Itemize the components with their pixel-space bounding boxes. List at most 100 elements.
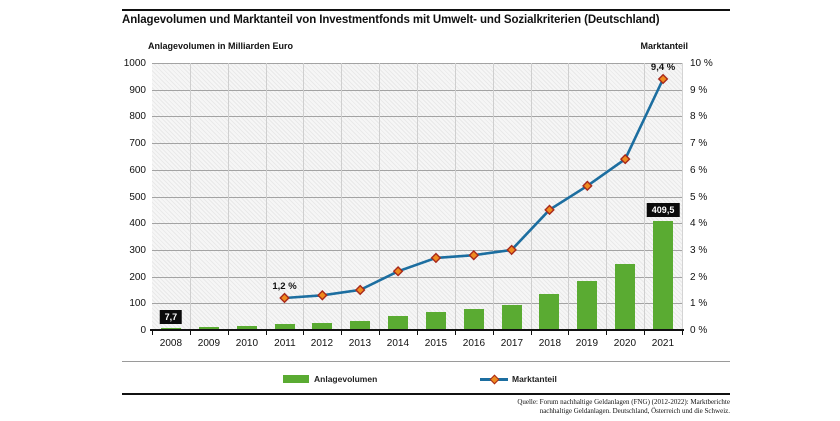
diamond-marker <box>506 244 517 256</box>
bar-2014 <box>388 316 408 330</box>
x-label-2018: 2018 <box>538 338 562 349</box>
x-axis-tick <box>190 331 191 335</box>
right-axis-label-0: 0 % <box>690 325 708 336</box>
bar-2012 <box>312 322 332 330</box>
x-axis-tick <box>152 331 153 335</box>
diamond-marker <box>430 252 442 264</box>
gridline-vertical <box>379 63 380 330</box>
annotation-2021-line: 9,4 % <box>650 62 676 73</box>
right-axis-label-2: 2 % <box>690 272 708 283</box>
x-label-2017: 2017 <box>500 338 524 349</box>
left-axis-label-200: 200 <box>129 272 146 283</box>
x-label-2019: 2019 <box>575 338 599 349</box>
x-label-2014: 2014 <box>386 338 410 349</box>
bar-2016 <box>464 308 484 330</box>
x-label-2021: 2021 <box>651 338 675 349</box>
bar-swatch-icon <box>283 375 309 383</box>
x-axis-tick <box>682 331 683 335</box>
x-axis-tick <box>341 331 342 335</box>
diamond-marker <box>317 290 328 301</box>
x-label-2015: 2015 <box>424 338 448 349</box>
x-axis-tick <box>455 331 456 335</box>
plot-area: 7,7 1,2 % 9,4 % 409,5 <box>152 62 683 330</box>
gridline-vertical <box>303 63 304 330</box>
source-line-1: Quelle: Forum nachhaltige Geldanlagen (F… <box>517 398 730 406</box>
right-axis-label-10: 10 % <box>690 58 713 69</box>
diamond-marker <box>657 73 669 85</box>
left-axis-label-500: 500 <box>129 192 146 203</box>
right-axis-title: Marktanteil <box>640 41 688 51</box>
source-credit: Quelle: Forum nachhaltige Geldanlagen (F… <box>517 398 730 416</box>
legend-item-anlagevolumen: Anlagevolumen <box>283 373 377 385</box>
left-axis-label-900: 900 <box>129 85 146 96</box>
left-axis-label-800: 800 <box>129 111 146 122</box>
gridline-vertical <box>341 63 342 330</box>
x-label-2011: 2011 <box>274 338 296 349</box>
marktanteil-line-layer <box>279 73 669 304</box>
annotation-2008-bar: 7,7 <box>159 310 183 324</box>
gridline-vertical <box>493 63 494 330</box>
bar-2019 <box>577 281 597 330</box>
x-axis-tick <box>644 331 645 335</box>
x-label-2009: 2009 <box>197 338 221 349</box>
annotation-2021-bar: 409,5 <box>646 203 680 217</box>
diamond-marker <box>279 292 290 304</box>
gridline-vertical <box>455 63 456 330</box>
legend-item-marktanteil: Marktanteil <box>480 373 557 385</box>
gridline-vertical <box>644 63 645 330</box>
bar-2018 <box>539 294 559 330</box>
bar-2013 <box>350 321 370 330</box>
x-axis-tick <box>266 331 267 335</box>
left-axis-label-1000: 1000 <box>123 58 146 69</box>
legend-top-divider <box>122 361 730 362</box>
top-divider <box>122 9 730 11</box>
x-axis-line <box>150 329 684 331</box>
x-label-2010: 2010 <box>235 338 259 349</box>
left-axis-label-600: 600 <box>129 165 146 176</box>
gridline-vertical <box>228 63 229 330</box>
x-label-2012: 2012 <box>310 338 334 349</box>
x-axis-tick <box>606 331 607 335</box>
bar-2015 <box>426 311 446 330</box>
left-axis-label-400: 400 <box>129 218 146 229</box>
gridline-vertical <box>531 63 532 330</box>
source-line-2: nachhaltige Geldanlagen. Deutschland, Ös… <box>539 407 730 415</box>
legend-label: Anlagevolumen <box>314 374 378 384</box>
marktanteil-line <box>284 78 665 300</box>
x-label-2020: 2020 <box>613 338 637 349</box>
x-axis-tick <box>303 331 304 335</box>
bar-2010 <box>237 325 257 330</box>
left-axis-label-700: 700 <box>129 138 146 149</box>
bar-2008 <box>161 327 181 330</box>
diamond-marker <box>392 265 404 277</box>
right-axis-label-3: 3 % <box>690 245 708 256</box>
diamond-marker <box>582 180 593 192</box>
left-axis-title: Anlagevolumen in Milliarden Euro <box>148 41 294 51</box>
annotation-2011-line: 1,2 % <box>272 281 297 292</box>
gridline-vertical <box>266 63 267 330</box>
right-axis-label-4: 4 % <box>690 218 708 229</box>
legend-bottom-divider <box>122 393 730 395</box>
right-axis-label-5: 5 % <box>690 192 708 203</box>
right-axis-label-7: 7 % <box>690 138 708 149</box>
x-axis-tick <box>493 331 494 335</box>
bar-2020 <box>615 263 635 330</box>
x-axis-tick <box>568 331 569 335</box>
bar-2009 <box>199 326 219 330</box>
x-axis-tick <box>531 331 532 335</box>
x-label-2008: 2008 <box>159 338 183 349</box>
gridline-vertical <box>417 63 418 330</box>
x-axis-tick <box>379 331 380 335</box>
right-axis-label-1: 1 % <box>690 298 708 309</box>
x-label-2016: 2016 <box>462 338 486 349</box>
right-axis-label-6: 6 % <box>690 165 708 176</box>
line-swatch-icon <box>480 374 508 384</box>
left-axis-label-0: 0 <box>140 325 146 336</box>
legend-label: Marktanteil <box>512 374 557 384</box>
diamond-marker <box>354 284 366 296</box>
bar-2021 <box>653 220 673 330</box>
right-axis-label-8: 8 % <box>690 111 708 122</box>
right-axis-label-9: 9 % <box>690 85 708 96</box>
gridline-vertical <box>606 63 607 330</box>
